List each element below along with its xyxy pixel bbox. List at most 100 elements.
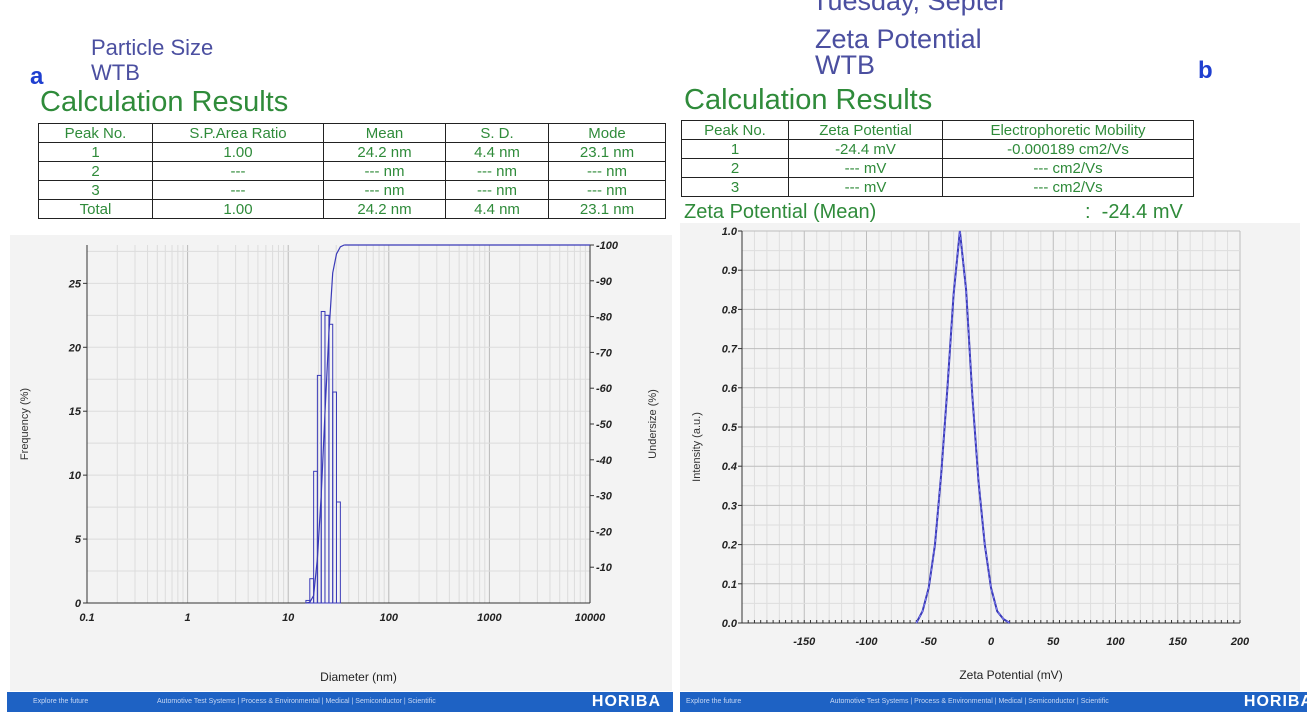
panel-a-footer: Explore the future Automotive Test Syste…: [7, 692, 673, 712]
x-tick-label: 100: [1106, 636, 1125, 648]
table-header-cell: Peak No.: [38, 123, 153, 143]
panel-b-results-table: Peak No. Zeta Potential Electrophoretic …: [681, 120, 1194, 197]
histogram-bar: [324, 314, 330, 604]
table-row: 2 --- mV --- cm2/Vs: [681, 158, 1194, 178]
zeta-potential-chart: -150 -100 -50 0 50 100 150 200 0.0 0.1 0.2 0.3 0.4 0.…: [691, 226, 1250, 682]
panel-b-plot-area: -150 -100 -50 0 50 100 150 200 0.0 0.1 0.2 0.3 0.4 0.…: [680, 223, 1300, 691]
y2-tick-label: -80: [596, 312, 613, 324]
panel-a-header-sample: WTB: [91, 60, 140, 85]
panel-a-plot-area: 0.1 1 10 100 1000 10000 0 5 10 15 20 25 -10 -20 -30 -40…: [10, 235, 672, 691]
table-cell: 1.00: [152, 199, 324, 219]
table-cell: ---: [152, 180, 324, 200]
horiba-logo: HORIBA: [1243, 693, 1307, 710]
x-tick-label: 50: [1047, 636, 1060, 648]
y-tick-label: 0.1: [722, 579, 737, 591]
x-tick-label: 1000: [477, 612, 502, 624]
y-tick-label: 25: [68, 278, 82, 290]
table-cell: --- nm: [323, 161, 446, 181]
panel-a-header-title: Particle Size: [91, 35, 214, 60]
table-row: 3 --- mV --- cm2/Vs: [681, 177, 1194, 197]
footer-tagline: Explore the future: [686, 698, 742, 705]
panel-a-letter: a: [30, 63, 44, 90]
table-cell: --- nm: [548, 180, 666, 200]
y-tick-label: 20: [68, 342, 82, 354]
footer-links: Automotive Test Systems | Process & Envi…: [157, 698, 436, 705]
x-tick-label: 10000: [575, 612, 606, 624]
x-tick-label: 100: [380, 612, 399, 624]
table-header-cell: S. D.: [445, 123, 549, 143]
y-tick-label: 5: [75, 534, 82, 546]
x-axis-label: Zeta Potential (mV): [959, 668, 1062, 682]
y-tick-label: 15: [69, 406, 82, 418]
table-cell: --- mV: [788, 158, 943, 178]
table-row: Total 1.00 24.2 nm 4.4 nm 23.1 nm: [38, 199, 666, 219]
table-header-row: Peak No. S.P.Area Ratio Mean S. D. Mode: [38, 123, 666, 143]
histogram-bar: [328, 323, 334, 604]
y2-tick-label: -50: [596, 419, 613, 431]
x-axis-label: Diameter (nm): [320, 670, 397, 684]
y2-tick-label: -70: [596, 347, 613, 359]
table-cell: 2: [681, 158, 789, 178]
table-cell: 3: [681, 177, 789, 197]
y-axis-label: Intensity (a.u.): [691, 412, 703, 482]
table-cell: 1.00: [152, 142, 324, 162]
y-tick-label: 0: [75, 598, 82, 610]
x-tick-label: 10: [282, 612, 295, 624]
table-cell: 2: [38, 161, 153, 181]
horiba-logo: HORIBA: [591, 693, 661, 710]
table-row: 1 -24.4 mV -0.000189 cm2/Vs: [681, 139, 1194, 159]
x-tick-label: -100: [855, 636, 878, 648]
panel-b-date: Tuesday, Septer: [812, 0, 1008, 16]
y2-tick-label: -60: [596, 383, 613, 395]
cumulative-undersize-line: [305, 244, 345, 604]
footer-links: Automotive Test Systems | Process & Envi…: [830, 698, 1109, 705]
x-tick-label: 150: [1169, 636, 1188, 648]
table-cell: --- mV: [788, 177, 943, 197]
y2-tick-label: -30: [596, 491, 613, 503]
table-cell: --- nm: [445, 161, 549, 181]
table-cell: --- cm2/Vs: [942, 177, 1194, 197]
table-header-cell: S.P.Area Ratio: [152, 123, 324, 143]
table-cell: 4.4 nm: [445, 199, 549, 219]
table-cell: --- nm: [445, 180, 549, 200]
table-cell: --- nm: [548, 161, 666, 181]
x-tick-label: 200: [1230, 636, 1250, 648]
y-tick-label: 10: [69, 470, 82, 482]
panel-b-footer: Explore the future Automotive Test Syste…: [680, 692, 1307, 712]
table-cell: 3: [38, 180, 153, 200]
y2-tick-label: -100: [596, 240, 619, 252]
panel-b-header-sample: WTB: [815, 50, 875, 80]
y-tick-label: 0.0: [722, 618, 738, 630]
table-cell: --- nm: [323, 180, 446, 200]
y-tick-label: 0.7: [722, 344, 738, 356]
table-row: 1 1.00 24.2 nm 4.4 nm 23.1 nm: [38, 142, 666, 162]
panel-b-header-title: Zeta Potential: [815, 24, 982, 54]
panel-b-date-clip: Tuesday, Septer: [812, 0, 1132, 18]
histogram-bar: [313, 470, 318, 604]
y-tick-label: 0.6: [722, 383, 738, 395]
y-tick-label: 1.0: [722, 226, 738, 238]
table-header-cell: Mean: [323, 123, 446, 143]
y-tick-label: 0.8: [722, 304, 738, 316]
table-cell: 24.2 nm: [323, 199, 446, 219]
zeta-intensity-line: [915, 230, 1011, 624]
table-cell: 23.1 nm: [548, 142, 666, 162]
table-cell: 1: [38, 142, 153, 162]
panel-a-calc-title: Calculation Results: [40, 86, 289, 118]
x-tick-label: 0.1: [79, 612, 94, 624]
table-header-cell: Zeta Potential: [788, 120, 943, 140]
table-row: 2 --- --- nm --- nm --- nm: [38, 161, 666, 181]
table-cell: -24.4 mV: [788, 139, 943, 159]
histogram-bar: [316, 374, 322, 604]
histogram-bar: [332, 391, 337, 604]
table-row: 3 --- --- nm --- nm --- nm: [38, 180, 666, 200]
y2-tick-label: -10: [596, 562, 613, 574]
table-cell: 4.4 nm: [445, 142, 549, 162]
zeta-mean-label: Zeta Potential (Mean): [684, 201, 877, 223]
table-cell: ---: [152, 161, 324, 181]
y2-tick-label: -20: [596, 526, 613, 538]
histogram-bar: [335, 501, 341, 604]
y-tick-label: 0.5: [722, 422, 738, 434]
table-cell: Total: [38, 199, 153, 219]
panel-a-results-table: Peak No. S.P.Area Ratio Mean S. D. Mode …: [38, 123, 666, 219]
